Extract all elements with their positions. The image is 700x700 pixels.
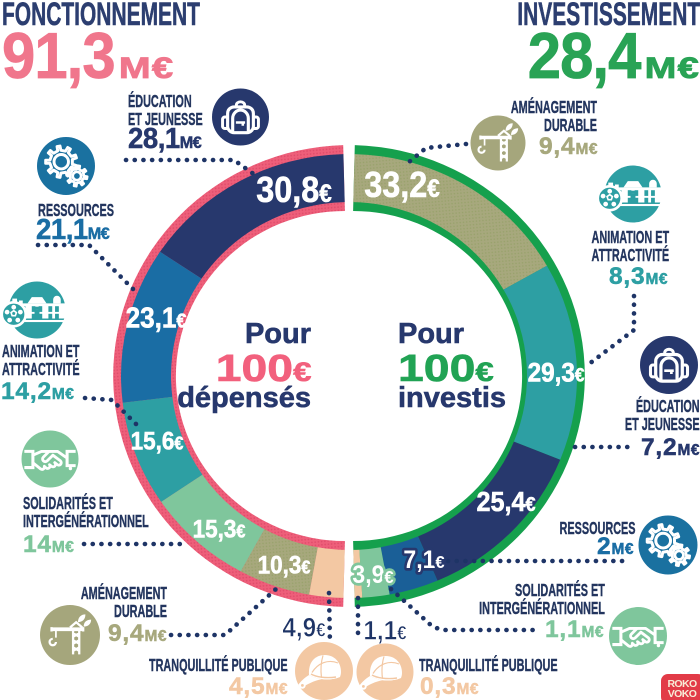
- svg-text:3,9€: 3,9€: [352, 561, 394, 589]
- svg-text:VOKO: VOKO: [668, 688, 697, 700]
- svg-text:7,1€: 7,1€: [403, 546, 445, 574]
- svg-text:ROKO: ROKO: [667, 678, 697, 690]
